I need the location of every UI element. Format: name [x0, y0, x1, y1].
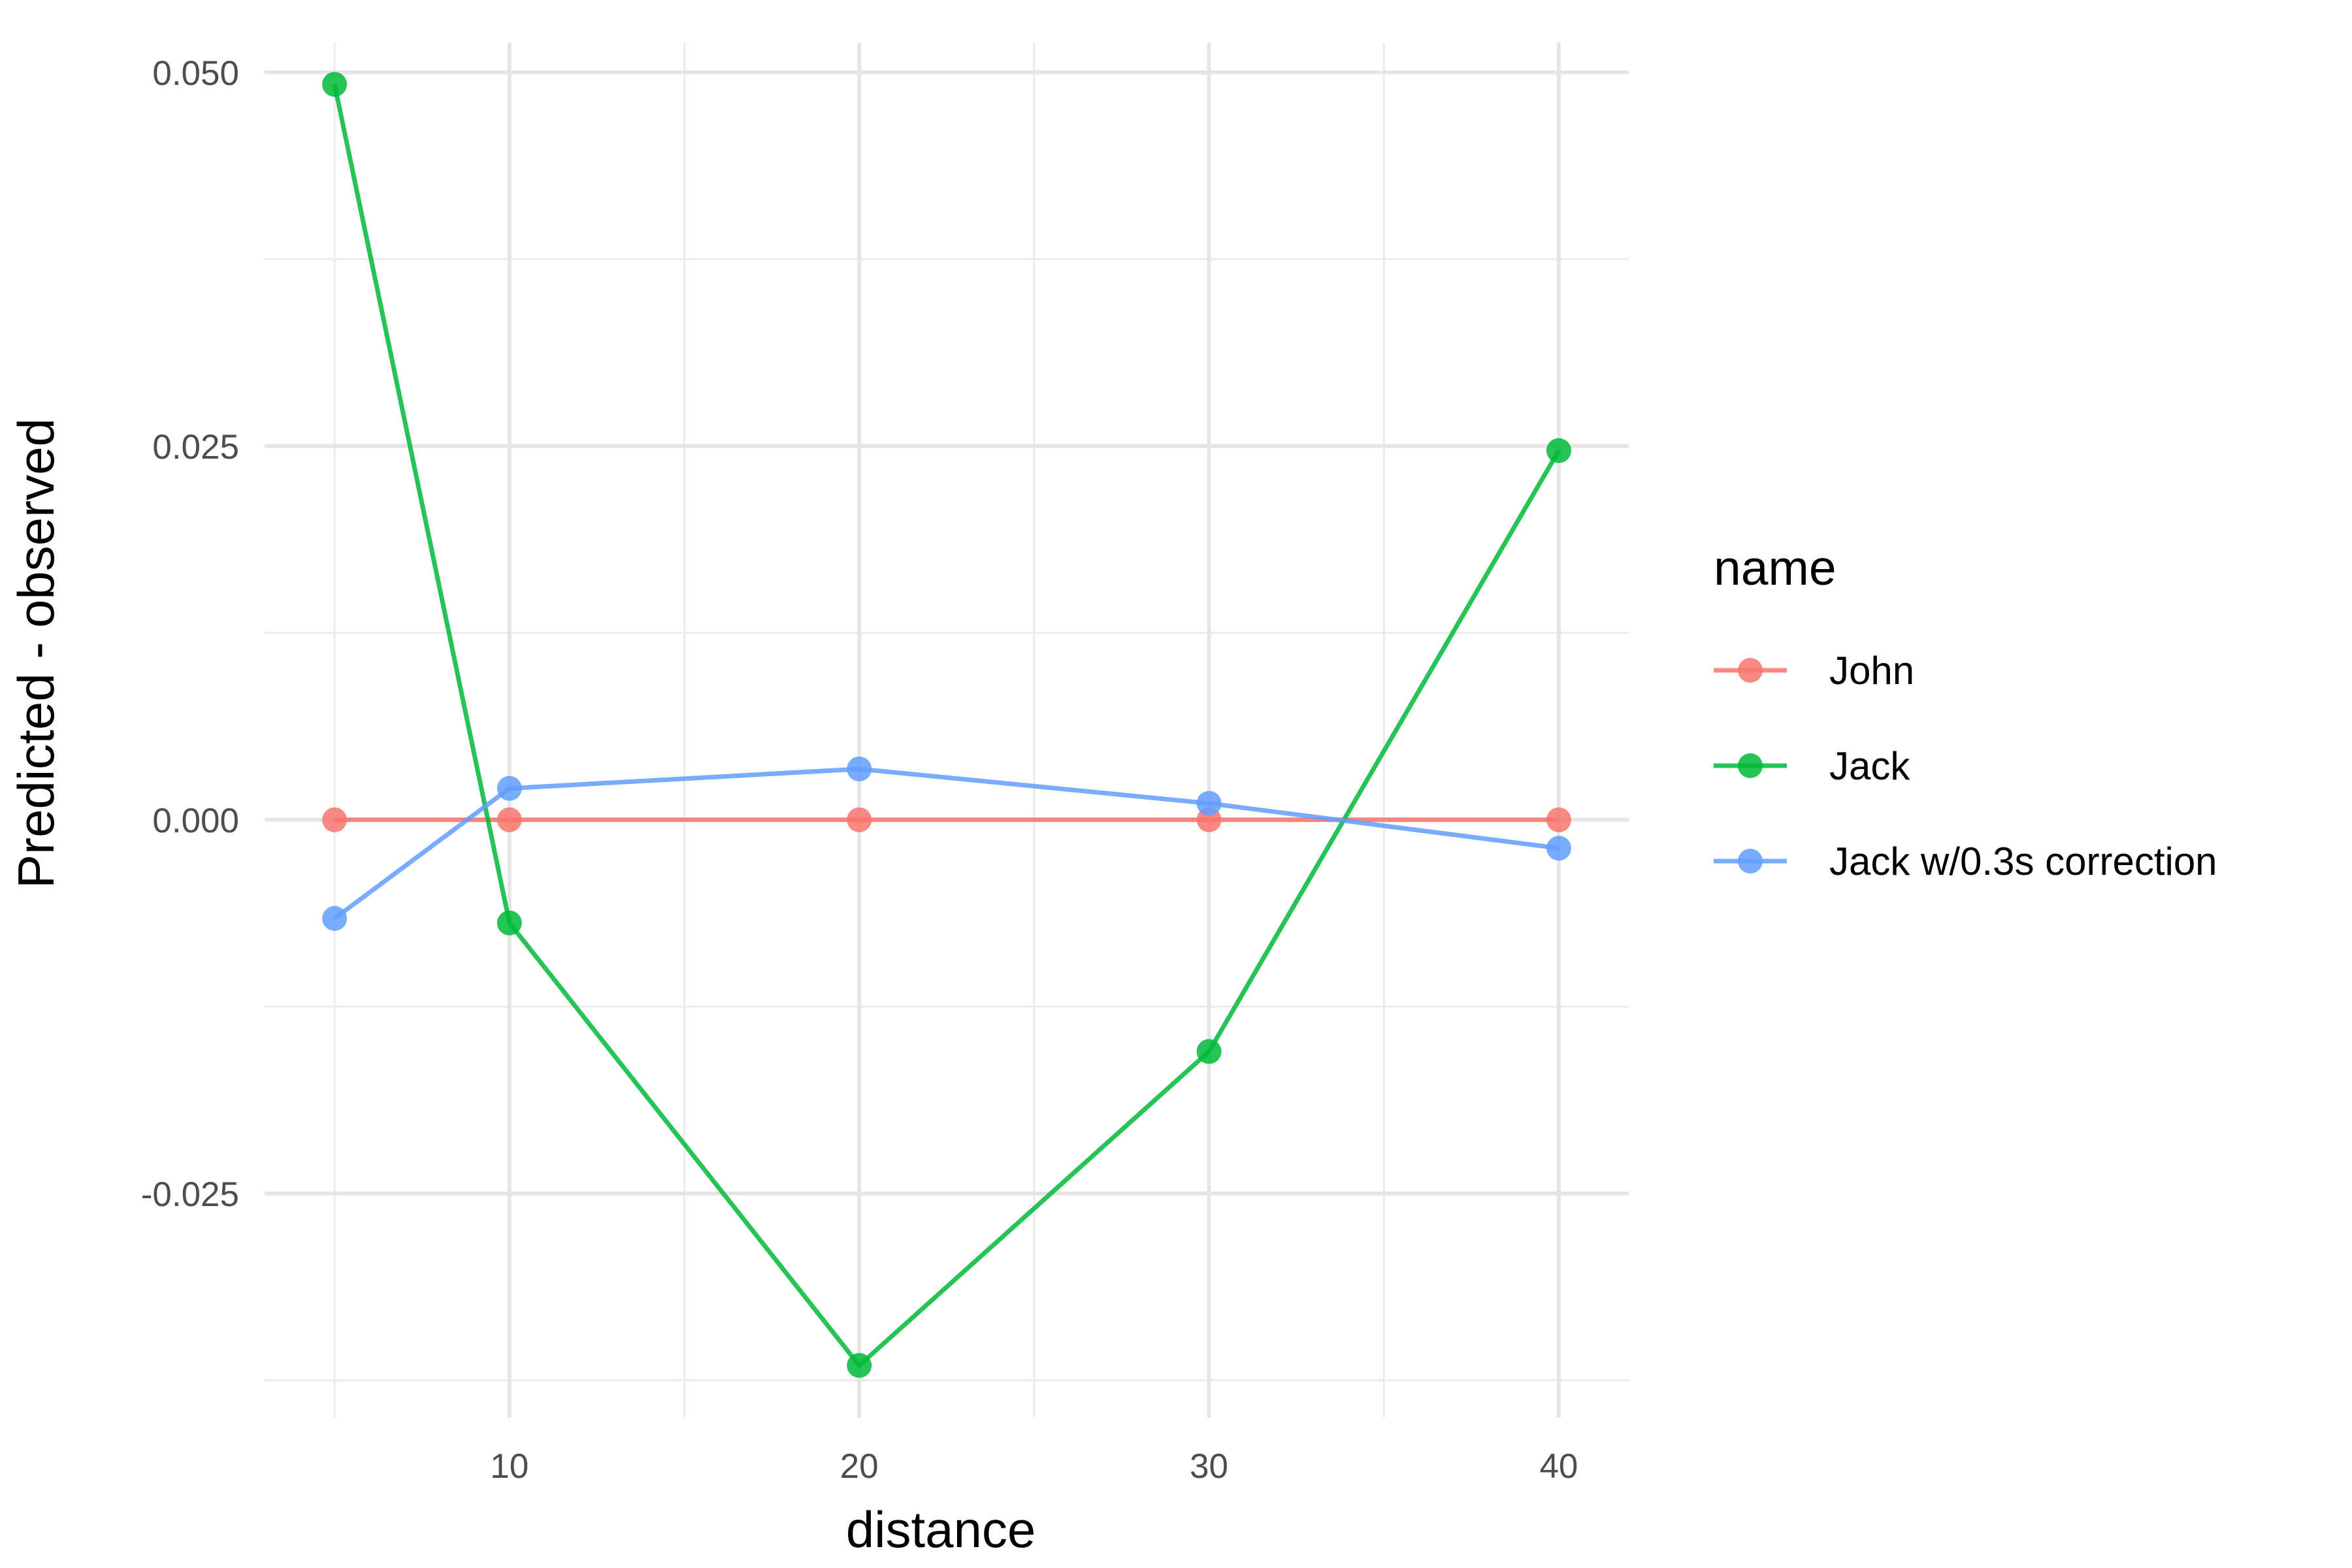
- legend-key-point: [1738, 753, 1763, 778]
- legend-label: Jack w/0.3s correction: [1829, 840, 2217, 883]
- x-axis-tick-labels: 10 20 30 40: [490, 1447, 1578, 1486]
- minor-gridlines: [265, 42, 1629, 1418]
- data-point: [1546, 807, 1571, 832]
- data-point: [322, 807, 348, 832]
- data-point: [847, 807, 872, 832]
- x-tick-label: 30: [1190, 1447, 1228, 1486]
- data-point: [322, 72, 348, 97]
- y-tick-label: 0.025: [152, 428, 239, 466]
- data-point: [497, 807, 522, 832]
- data-point: [1546, 836, 1571, 861]
- legend-title: name: [1714, 540, 1837, 595]
- x-tick-label: 10: [490, 1447, 529, 1486]
- legend-key-point: [1738, 658, 1763, 683]
- data-point: [322, 906, 348, 931]
- data-point: [497, 776, 522, 801]
- x-tick-label: 40: [1539, 1447, 1578, 1486]
- y-tick-label: 0.050: [152, 54, 239, 93]
- data-point: [847, 1352, 872, 1378]
- x-axis-title: distance: [846, 1501, 1036, 1558]
- series-points: [322, 72, 1571, 1378]
- legend-label: Jack: [1829, 744, 1910, 788]
- y-axis-title: Predicted - observed: [7, 418, 65, 889]
- y-axis-tick-labels: -0.025 0.000 0.025 0.050: [141, 54, 239, 1214]
- legend: name John Jack Jack w/0.3s correction: [1714, 540, 2217, 883]
- legend-key-point: [1738, 849, 1763, 874]
- y-tick-label: 0.000: [152, 802, 239, 840]
- data-point: [1546, 438, 1571, 463]
- y-tick-label: -0.025: [141, 1175, 239, 1214]
- data-point: [1196, 1039, 1222, 1064]
- x-tick-label: 20: [840, 1447, 879, 1486]
- data-point: [1196, 791, 1222, 816]
- series-line: [332, 84, 1561, 1368]
- series-lines: [332, 84, 1561, 1368]
- legend-label: John: [1829, 649, 1914, 693]
- data-point: [847, 756, 872, 781]
- data-point: [497, 910, 522, 936]
